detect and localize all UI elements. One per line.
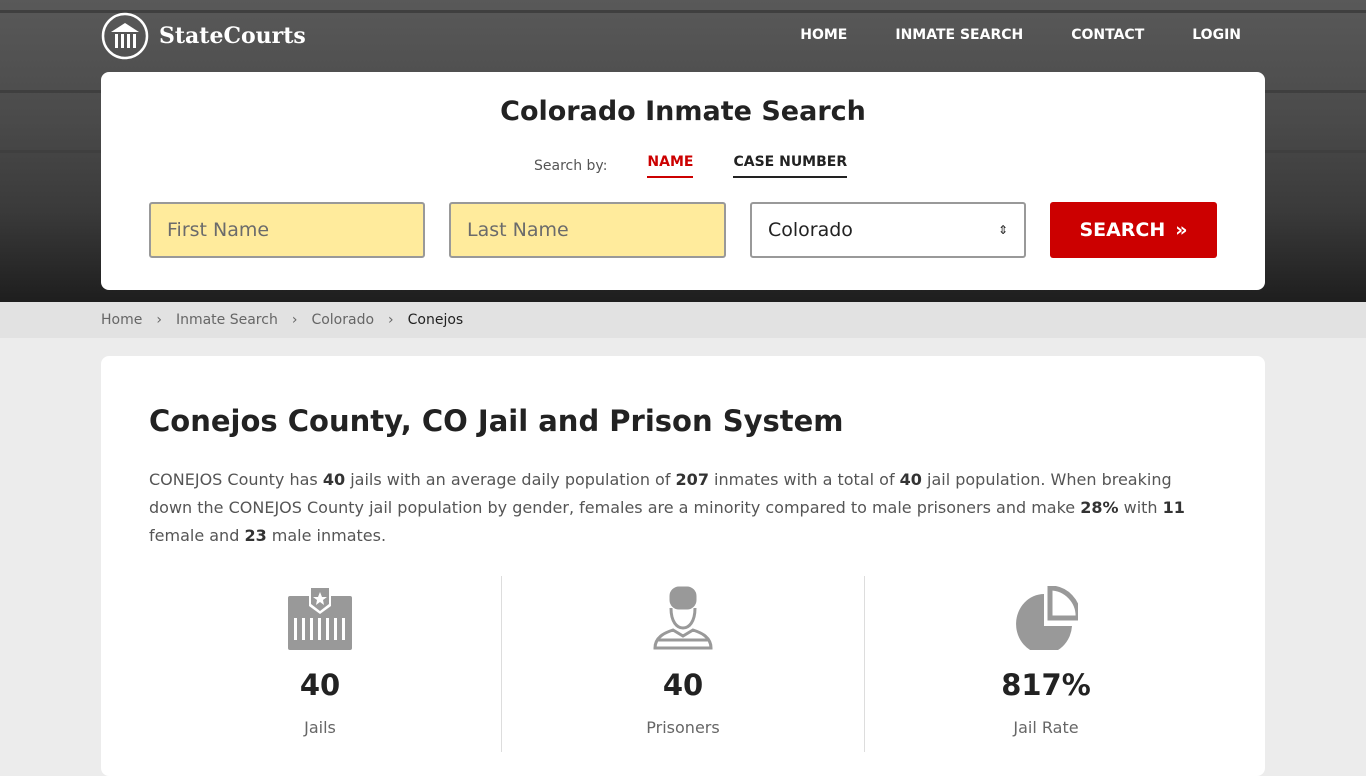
state-value: Colorado [768,219,853,241]
prisoners-label: Prisoners [646,718,720,737]
search-button-label: SEARCH [1079,219,1166,241]
logo[interactable]: StateCourts [101,12,306,60]
jail-rate-label: Jail Rate [1013,718,1079,737]
search-title: Colorado Inmate Search [500,96,866,127]
brand-name: StateCourts [159,23,306,49]
search-button[interactable]: SEARCH » [1050,202,1217,258]
last-name-input[interactable]: Last Name [449,202,726,258]
nav-contact[interactable]: CONTACT [1071,27,1145,43]
chevron-right-icon: › [388,312,394,328]
page-title: Conejos County, CO Jail and Prison Syste… [149,404,844,438]
frieze-band [0,10,1366,13]
pie-chart-icon [1016,586,1078,650]
jails-value: 40 [299,668,341,702]
divider [864,576,865,752]
prisoners-value: 40 [662,668,704,702]
nav-home[interactable]: HOME [800,27,848,43]
breadcrumb: Home › Inmate Search › Colorado › Conejos [0,302,1366,338]
summary-paragraph: CONEJOS County has 40 jails with an aver… [149,470,1185,545]
first-name-input[interactable]: First Name [149,202,425,258]
chevron-right-icon: › [291,312,298,328]
stat-prisoners: 40 Prisoners [502,576,864,752]
tab-name[interactable]: NAME [647,154,694,178]
divider [501,576,502,752]
search-card: Colorado Inmate Search Search by: NAME C… [101,72,1265,290]
stat-jail-rate: 817% Jail Rate [865,576,1227,752]
nav-login[interactable]: LOGIN [1192,27,1241,43]
tab-case-number[interactable]: CASE NUMBER [733,154,848,178]
nav-inmate-search[interactable]: INMATE SEARCH [895,27,1024,43]
jail-rate-value: 817% [1001,668,1091,702]
stat-jails: 40 Jails [139,576,501,752]
top-nav: HOME INMATE SEARCH CONTACT LOGIN [800,27,1241,43]
chevron-right-icon: › [156,312,162,328]
crumb-inmate-search[interactable]: Inmate Search [175,312,278,328]
prisoner-icon [653,586,713,650]
courthouse-logo-icon [101,12,149,60]
search-by-label: Search by: [534,158,608,174]
select-arrows-icon: ⇕ [997,223,1008,237]
main-content: Conejos County, CO Jail and Prison Syste… [101,356,1265,776]
crumb-home[interactable]: Home [101,312,143,328]
crumb-current: Conejos [407,312,464,328]
crumb-colorado[interactable]: Colorado [311,312,375,328]
state-select[interactable]: Colorado ⇕ [750,202,1026,258]
double-chevron-right-icon: » [1175,219,1188,241]
search-by: Search by: NAME CASE NUMBER [534,154,848,178]
jails-label: Jails [304,718,336,737]
jail-icon [288,586,352,650]
